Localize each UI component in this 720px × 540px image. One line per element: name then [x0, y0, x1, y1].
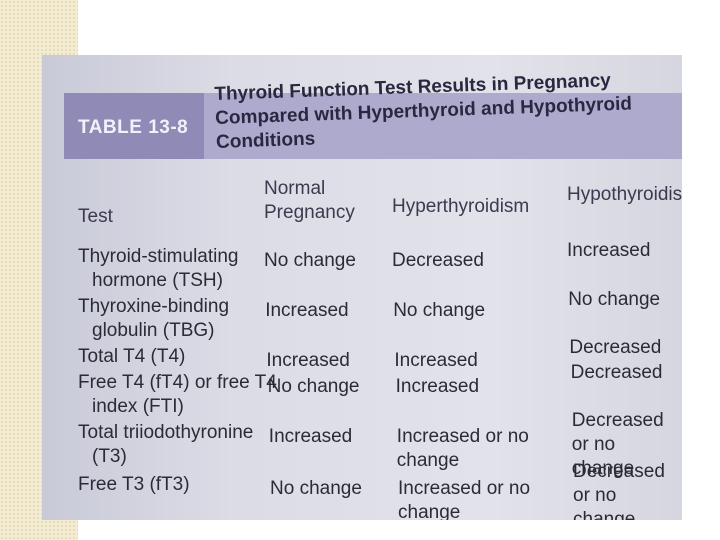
result-cell: Decreased: [392, 250, 484, 271]
column-header: Test: [78, 206, 113, 227]
column-header: Normal Pregnancy: [264, 178, 355, 223]
result-cell: No change: [264, 250, 356, 271]
table-photo: TABLE 13-8 Thyroid Function Test Results…: [42, 55, 682, 520]
result-cell: Increased: [265, 300, 349, 321]
test-name: Total T4 (T4): [78, 346, 186, 367]
column-header: Hyperthyroidism: [392, 196, 530, 217]
result-cell: No change: [568, 288, 661, 310]
result-cell: Decreased or no change: [573, 460, 665, 521]
result-cell: Decreased or no change: [571, 410, 664, 479]
result-cell: Decreased: [569, 337, 662, 358]
test-name: Free T3 (fT3): [78, 474, 190, 495]
result-cell: No change: [267, 376, 360, 397]
result-cell: No change: [270, 478, 362, 499]
result-cell: Increased: [567, 240, 651, 261]
test-name: Thyroid-stimulating hormone (TSH): [78, 246, 239, 291]
result-cell: Increased: [268, 426, 353, 447]
result-cell: Increased: [394, 350, 478, 371]
result-cell: Increased or no change: [398, 478, 531, 520]
table-label: TABLE 13-8: [78, 117, 189, 138]
result-cell: Increased: [266, 350, 350, 371]
test-name: Free T4 (fT4) or free T4 index (FTI): [78, 372, 277, 417]
result-cell: Increased or no change: [396, 426, 529, 471]
result-cell: Decreased: [570, 361, 663, 383]
label-box: [64, 93, 204, 159]
result-cell: Increased: [395, 376, 480, 397]
column-header: Hypothyroidism: [567, 184, 682, 205]
test-name: Total triiodothyronine (T3): [78, 422, 254, 467]
result-cell: No change: [393, 300, 486, 321]
test-name: Thyroxine-binding globulin (TBG): [78, 296, 230, 341]
